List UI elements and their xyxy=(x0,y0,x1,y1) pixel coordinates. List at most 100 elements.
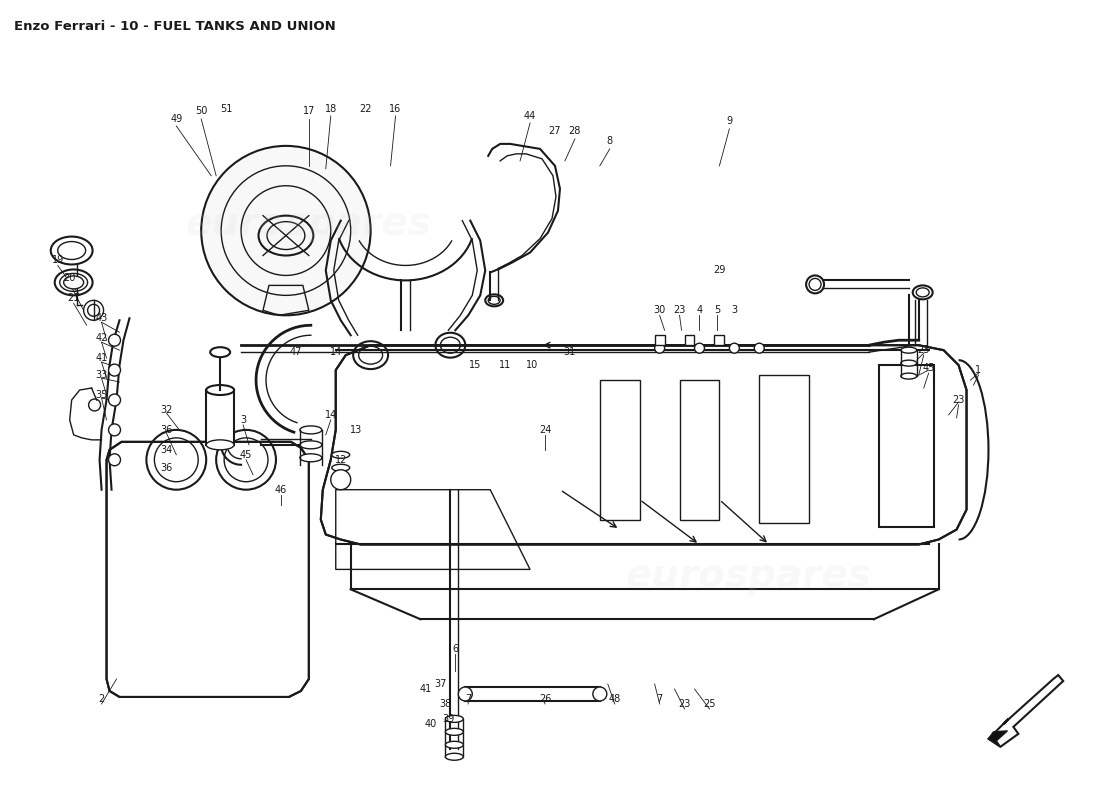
Text: 29: 29 xyxy=(713,266,726,275)
Polygon shape xyxy=(321,345,967,545)
Text: 8: 8 xyxy=(607,136,613,146)
Text: Enzo Ferrari - 10 - FUEL TANKS AND UNION: Enzo Ferrari - 10 - FUEL TANKS AND UNION xyxy=(14,20,337,33)
Ellipse shape xyxy=(901,360,916,366)
Text: 42: 42 xyxy=(96,334,108,343)
Bar xyxy=(879,365,934,526)
Text: 49: 49 xyxy=(170,114,183,124)
Text: 30: 30 xyxy=(653,306,666,315)
Ellipse shape xyxy=(51,237,92,265)
Text: 45: 45 xyxy=(923,363,935,373)
Circle shape xyxy=(109,364,121,376)
Ellipse shape xyxy=(901,373,916,379)
Ellipse shape xyxy=(446,754,463,760)
Polygon shape xyxy=(107,442,309,697)
Text: 40: 40 xyxy=(425,719,437,729)
Circle shape xyxy=(654,343,664,353)
Bar xyxy=(714,335,725,345)
Polygon shape xyxy=(989,731,1008,746)
Ellipse shape xyxy=(459,687,472,701)
Text: 1: 1 xyxy=(976,365,981,375)
Text: 12: 12 xyxy=(334,454,346,465)
Circle shape xyxy=(729,343,739,353)
Text: 25: 25 xyxy=(703,699,716,709)
Text: 23: 23 xyxy=(679,699,691,709)
Text: 11: 11 xyxy=(499,360,512,370)
Text: 9: 9 xyxy=(726,116,733,126)
Text: 22: 22 xyxy=(360,104,372,114)
Text: 3: 3 xyxy=(240,415,246,425)
Ellipse shape xyxy=(206,440,234,450)
Text: 17: 17 xyxy=(302,106,315,116)
Text: 27: 27 xyxy=(549,126,561,136)
Text: 26: 26 xyxy=(539,694,551,704)
Ellipse shape xyxy=(300,454,322,462)
Ellipse shape xyxy=(446,728,463,735)
Text: 37: 37 xyxy=(434,679,447,689)
Circle shape xyxy=(201,146,371,315)
Ellipse shape xyxy=(206,385,234,395)
Text: 46: 46 xyxy=(275,485,287,494)
Ellipse shape xyxy=(806,275,824,294)
Text: 45: 45 xyxy=(240,450,252,460)
Ellipse shape xyxy=(64,276,84,289)
Bar xyxy=(600,380,640,519)
Text: 21: 21 xyxy=(67,294,80,303)
Text: 2: 2 xyxy=(98,694,104,704)
Text: 18: 18 xyxy=(324,104,337,114)
Circle shape xyxy=(109,394,121,406)
Circle shape xyxy=(109,454,121,466)
Circle shape xyxy=(755,343,764,353)
Text: 15: 15 xyxy=(469,360,482,370)
Circle shape xyxy=(694,343,704,353)
Text: 36: 36 xyxy=(161,425,173,435)
Text: 28: 28 xyxy=(569,126,581,136)
Circle shape xyxy=(109,334,121,346)
Text: 14: 14 xyxy=(324,410,337,420)
Text: 31: 31 xyxy=(564,347,576,357)
Text: 6: 6 xyxy=(452,644,459,654)
Text: 5: 5 xyxy=(714,306,720,315)
Text: 14: 14 xyxy=(330,347,342,357)
Polygon shape xyxy=(989,675,1064,746)
Text: 23: 23 xyxy=(953,395,965,405)
Text: 24: 24 xyxy=(539,425,551,435)
Text: 43: 43 xyxy=(96,314,108,323)
Text: 3: 3 xyxy=(732,306,737,315)
Text: 19: 19 xyxy=(52,255,64,266)
Ellipse shape xyxy=(332,464,350,471)
Bar xyxy=(684,335,694,345)
Text: 35: 35 xyxy=(96,390,108,400)
Circle shape xyxy=(109,424,121,436)
Ellipse shape xyxy=(446,742,463,748)
Text: 47: 47 xyxy=(289,347,302,357)
Text: 23: 23 xyxy=(917,345,930,355)
Text: 34: 34 xyxy=(161,445,173,455)
Text: 41: 41 xyxy=(96,353,108,363)
Text: 20: 20 xyxy=(64,274,76,283)
Text: 38: 38 xyxy=(439,699,451,709)
Text: 16: 16 xyxy=(389,104,402,114)
Circle shape xyxy=(331,470,351,490)
Ellipse shape xyxy=(300,441,322,449)
Ellipse shape xyxy=(593,687,607,701)
Ellipse shape xyxy=(210,347,230,357)
Text: 41: 41 xyxy=(419,684,431,694)
Bar xyxy=(759,375,810,522)
Bar xyxy=(654,335,664,345)
Text: 7: 7 xyxy=(657,694,662,704)
Text: 13: 13 xyxy=(350,425,362,435)
Bar xyxy=(680,380,719,519)
Ellipse shape xyxy=(332,451,350,458)
Text: 23: 23 xyxy=(673,306,685,315)
Text: 32: 32 xyxy=(161,405,173,415)
Ellipse shape xyxy=(300,426,322,434)
Text: 33: 33 xyxy=(96,370,108,380)
Text: 7: 7 xyxy=(465,694,472,704)
Bar xyxy=(206,390,234,445)
Text: 50: 50 xyxy=(195,106,208,116)
Text: eurospares: eurospares xyxy=(185,205,431,243)
Text: 10: 10 xyxy=(526,360,538,370)
Text: 51: 51 xyxy=(220,104,232,114)
Bar xyxy=(465,687,600,701)
Text: 4: 4 xyxy=(696,306,703,315)
